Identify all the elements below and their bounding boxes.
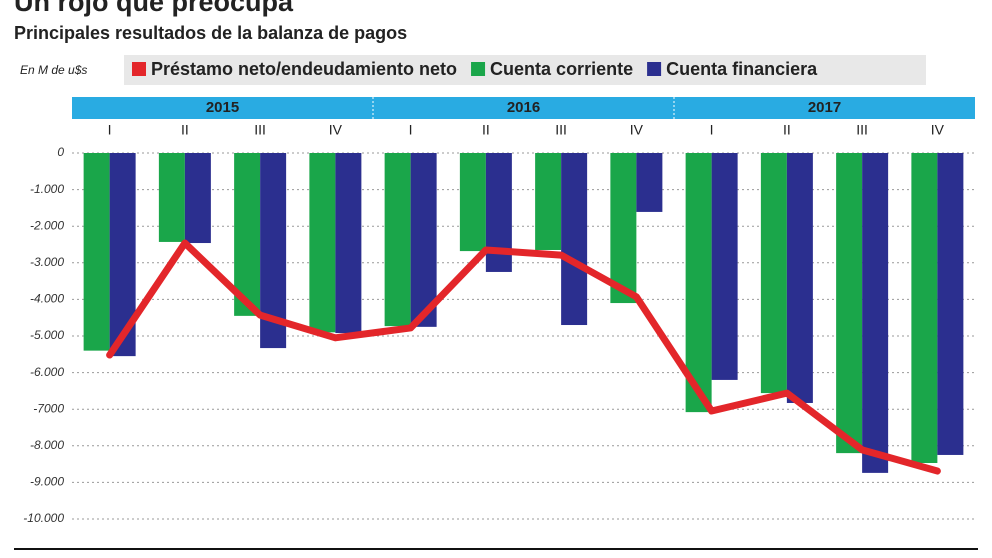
legend-swatch xyxy=(471,62,486,76)
y-tick-label: -6.000 xyxy=(30,365,64,379)
bar xyxy=(535,153,562,250)
bar xyxy=(158,153,185,242)
chart-subtitle: Principales resultados de la balanza de … xyxy=(14,23,407,43)
bar xyxy=(459,153,486,252)
bar xyxy=(610,153,637,304)
bar xyxy=(410,153,437,327)
legend-box xyxy=(124,55,926,85)
legend-swatch xyxy=(132,62,146,76)
bar xyxy=(636,153,663,212)
x-tick-label: IV xyxy=(329,122,343,138)
y-tick-label: -9.000 xyxy=(30,475,64,489)
line xyxy=(106,239,941,475)
y-tick-label: 0 xyxy=(57,145,64,159)
x-tick-label: III xyxy=(254,122,266,138)
y-tick-label: -2.000 xyxy=(30,218,64,232)
legend-label: Cuenta corriente xyxy=(490,59,633,79)
y-tick-label: -5.000 xyxy=(30,328,64,342)
x-tick-label: III xyxy=(555,122,567,138)
x-tick-label: I xyxy=(409,122,413,138)
legend-label: Préstamo neto/endeudamiento neto xyxy=(151,59,457,79)
bar xyxy=(335,153,362,334)
bar xyxy=(83,153,110,351)
x-tick-label: IV xyxy=(931,122,945,138)
x-tick-label: II xyxy=(482,122,490,138)
bar xyxy=(685,153,712,413)
bar xyxy=(309,153,336,333)
legend-swatch xyxy=(647,62,662,76)
bar xyxy=(760,153,787,394)
bar xyxy=(862,153,889,473)
y-tick-label: -4.000 xyxy=(30,292,64,306)
y-tick-label: -7000 xyxy=(33,401,64,415)
year-band xyxy=(72,97,975,119)
chart-title: Un rojo que preocupa xyxy=(14,0,294,17)
y-tick-label: -8.000 xyxy=(30,438,64,452)
bar xyxy=(911,153,938,464)
x-tick-label: II xyxy=(783,122,791,138)
y-tick-label: -10.000 xyxy=(23,511,64,525)
year-label: 2015 xyxy=(206,99,239,116)
x-tick-label: III xyxy=(856,122,868,138)
x-tick-label: II xyxy=(181,122,189,138)
bar xyxy=(184,153,211,244)
unit-label: En M de u$s xyxy=(20,63,87,77)
year-label: 2017 xyxy=(808,99,841,116)
x-tick-label: I xyxy=(710,122,714,138)
legend-label: Cuenta financiera xyxy=(666,59,818,79)
x-tick-label: IV xyxy=(630,122,644,138)
bar xyxy=(786,153,813,403)
bar xyxy=(234,153,261,316)
bar xyxy=(937,153,964,455)
bar xyxy=(711,153,738,380)
bar xyxy=(384,153,411,327)
y-tick-label: -1.000 xyxy=(30,182,64,196)
year-label: 2016 xyxy=(507,99,540,116)
x-tick-label: I xyxy=(108,122,112,138)
bar xyxy=(836,153,863,454)
bar xyxy=(561,153,588,326)
y-tick-label: -3.000 xyxy=(30,255,64,269)
